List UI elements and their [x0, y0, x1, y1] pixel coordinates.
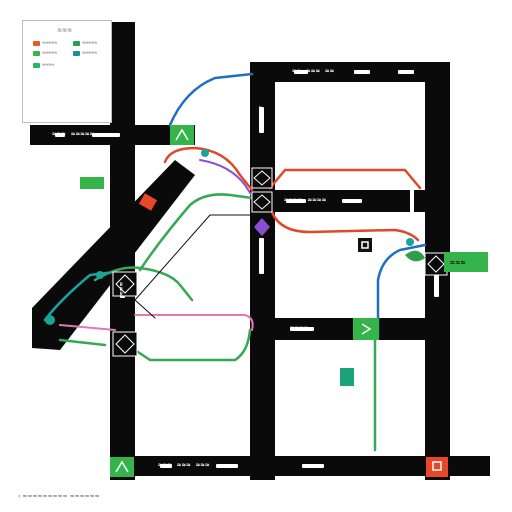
road-north-horizontal: [250, 62, 450, 82]
legend-item-green-park: ≈≈≈≈≈: [33, 49, 57, 57]
route-green-lower-loop: [58, 328, 252, 362]
poi-green-label: ≈≈≈: [450, 258, 466, 267]
station-teal-west-upper[interactable]: [96, 271, 104, 279]
poi-red-marker-west[interactable]: [138, 193, 158, 211]
map-legend: ≋≋≋ ≈≈≈≈≈ ≈≈≈≈≈ ≈≈≈≈≈ ≈≈≈≈≈ ≈≈≈≈: [22, 20, 112, 123]
route-red-east: [268, 168, 422, 190]
road-bottom-horizontal: [110, 456, 490, 476]
green-route-swatch-icon: [73, 40, 80, 46]
route-green-upper: [138, 193, 254, 272]
street-label-west-avenue: ≈≈≈: [117, 282, 125, 297]
poi-black-box[interactable]: [358, 238, 372, 252]
street-label-central-avenue: ≈≈≈: [256, 106, 264, 121]
legend-label: ≈≈≈≈≈: [82, 50, 98, 56]
street-label-bottom: ≈≈≈ ≈≈≈ ≈≈≈: [158, 461, 210, 469]
poi-red-marker-bottom-icon: [432, 461, 442, 471]
route-red-west-loop: [163, 146, 254, 192]
poi-green-label-box[interactable]: [444, 252, 488, 272]
road-diagonal: [32, 160, 195, 350]
teal-station-swatch-icon: [73, 50, 80, 56]
route-red-east-lower: [270, 210, 420, 242]
route-purple-upper: [199, 159, 253, 197]
street-label-middle: ≈≈≈≈ ≈≈≈≈: [284, 196, 327, 204]
legend-label: ≈≈≈≈: [42, 62, 55, 68]
green-park-swatch-icon: [33, 50, 40, 56]
legend-item-green-marker: ≈≈≈≈: [33, 61, 54, 69]
red-route-swatch-icon: [33, 40, 40, 46]
park-top-left-icon: [175, 128, 189, 141]
legend-item-teal-station: ≈≈≈≈≈: [73, 49, 97, 57]
map-attribution: ‹ ≈≈≈≈≈≈≈≈≈ ≈≈≈≈≈≈: [18, 493, 100, 500]
park-bottom-left-icon: [115, 460, 129, 473]
park-bottom-left[interactable]: [110, 457, 134, 477]
station-teal-east[interactable]: [406, 238, 414, 246]
route-blue-east: [376, 243, 427, 340]
road-middle-east-stub: [414, 190, 450, 212]
station-teal-north[interactable]: [201, 149, 209, 157]
legend-item-green-route: ≈≈≈≈≈: [73, 39, 97, 47]
legend-title: ≋≋≋: [57, 27, 73, 34]
park-lower-junction[interactable]: [353, 318, 379, 340]
legend-label: ≈≈≈≈≈: [82, 40, 98, 46]
park-center-east[interactable]: [340, 368, 354, 386]
route-pink-lower: [59, 314, 254, 331]
station-west-lower[interactable]: [112, 331, 138, 357]
street-label-lower: ≈≈≈≈: [290, 324, 309, 332]
street-label-east-avenue: ≈≈≈: [432, 276, 440, 291]
legend-item-red-route: ≈≈≈≈≈: [33, 39, 57, 47]
attribution-text: ‹ ≈≈≈≈≈≈≈≈≈ ≈≈≈≈≈≈: [18, 493, 100, 500]
legend-label: ≈≈≈≈≈: [42, 50, 58, 56]
street-label-north: ≈≈ ≈≈≈ ≈≈: [292, 67, 335, 75]
station-west-upper[interactable]: [112, 271, 138, 297]
poi-red-marker-bottom[interactable]: [426, 457, 448, 477]
poi-icons: [115, 128, 442, 473]
station-purple-marker[interactable]: [254, 218, 270, 236]
street-label-top-left: ≈≈≈ ≈≈≈≈≈: [52, 130, 95, 138]
park-lower-junction-icon: [361, 323, 372, 335]
route-thin-black: [134, 214, 253, 319]
poi-green-leaf-icon: [405, 250, 425, 262]
station-east[interactable]: [424, 252, 448, 276]
poi-black-box-icon: [361, 241, 369, 249]
stations: [45, 149, 448, 357]
road-lower-horizontal: [250, 318, 450, 340]
route-blue-north: [168, 72, 254, 127]
green-marker-swatch-icon: [33, 62, 40, 68]
station-central-junction[interactable]: [251, 191, 273, 213]
legend-label: ≈≈≈≈≈: [42, 40, 58, 46]
station-north-junction[interactable]: [251, 167, 273, 189]
park-top-left[interactable]: [170, 125, 194, 145]
park-west[interactable]: [80, 177, 104, 189]
station-teal-west-end[interactable]: [45, 315, 55, 325]
road-middle-horizontal: [250, 190, 410, 212]
